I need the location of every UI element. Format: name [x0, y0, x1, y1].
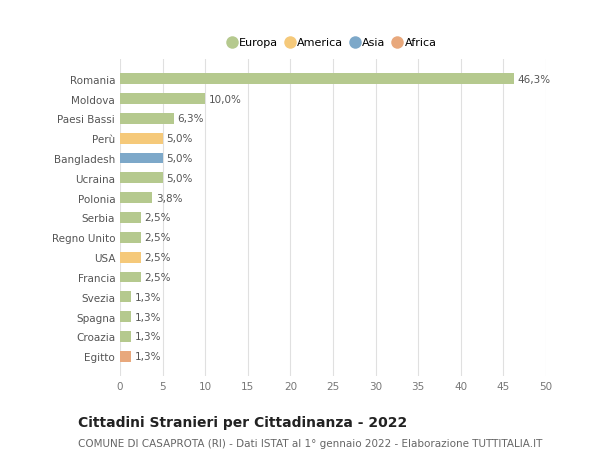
Text: 3,8%: 3,8%	[156, 193, 182, 203]
Text: COMUNE DI CASAPROTA (RI) - Dati ISTAT al 1° gennaio 2022 - Elaborazione TUTTITAL: COMUNE DI CASAPROTA (RI) - Dati ISTAT al…	[78, 438, 542, 448]
Bar	[120, 94, 205, 105]
Text: 1,3%: 1,3%	[134, 332, 161, 342]
Bar	[120, 193, 152, 204]
Bar	[120, 252, 142, 263]
Bar	[120, 232, 142, 243]
Text: 6,3%: 6,3%	[177, 114, 203, 124]
Text: 2,5%: 2,5%	[145, 272, 171, 282]
Bar	[120, 134, 163, 144]
Bar	[120, 153, 163, 164]
Bar	[120, 272, 142, 283]
Bar	[120, 173, 163, 184]
Text: Cittadini Stranieri per Cittadinanza - 2022: Cittadini Stranieri per Cittadinanza - 2…	[78, 415, 407, 429]
Legend: Europa, America, Asia, Africa: Europa, America, Asia, Africa	[225, 34, 441, 52]
Text: 1,3%: 1,3%	[134, 292, 161, 302]
Bar	[120, 74, 514, 85]
Text: 5,0%: 5,0%	[166, 154, 193, 164]
Text: 2,5%: 2,5%	[145, 252, 171, 263]
Bar	[120, 312, 131, 322]
Text: 10,0%: 10,0%	[209, 94, 241, 104]
Text: 2,5%: 2,5%	[145, 213, 171, 223]
Bar	[120, 351, 131, 362]
Text: 2,5%: 2,5%	[145, 233, 171, 243]
Text: 1,3%: 1,3%	[134, 312, 161, 322]
Bar	[120, 213, 142, 224]
Text: 46,3%: 46,3%	[518, 74, 551, 84]
Text: 1,3%: 1,3%	[134, 352, 161, 362]
Bar	[120, 331, 131, 342]
Text: 5,0%: 5,0%	[166, 174, 193, 184]
Text: 5,0%: 5,0%	[166, 134, 193, 144]
Bar	[120, 114, 173, 124]
Bar	[120, 292, 131, 302]
